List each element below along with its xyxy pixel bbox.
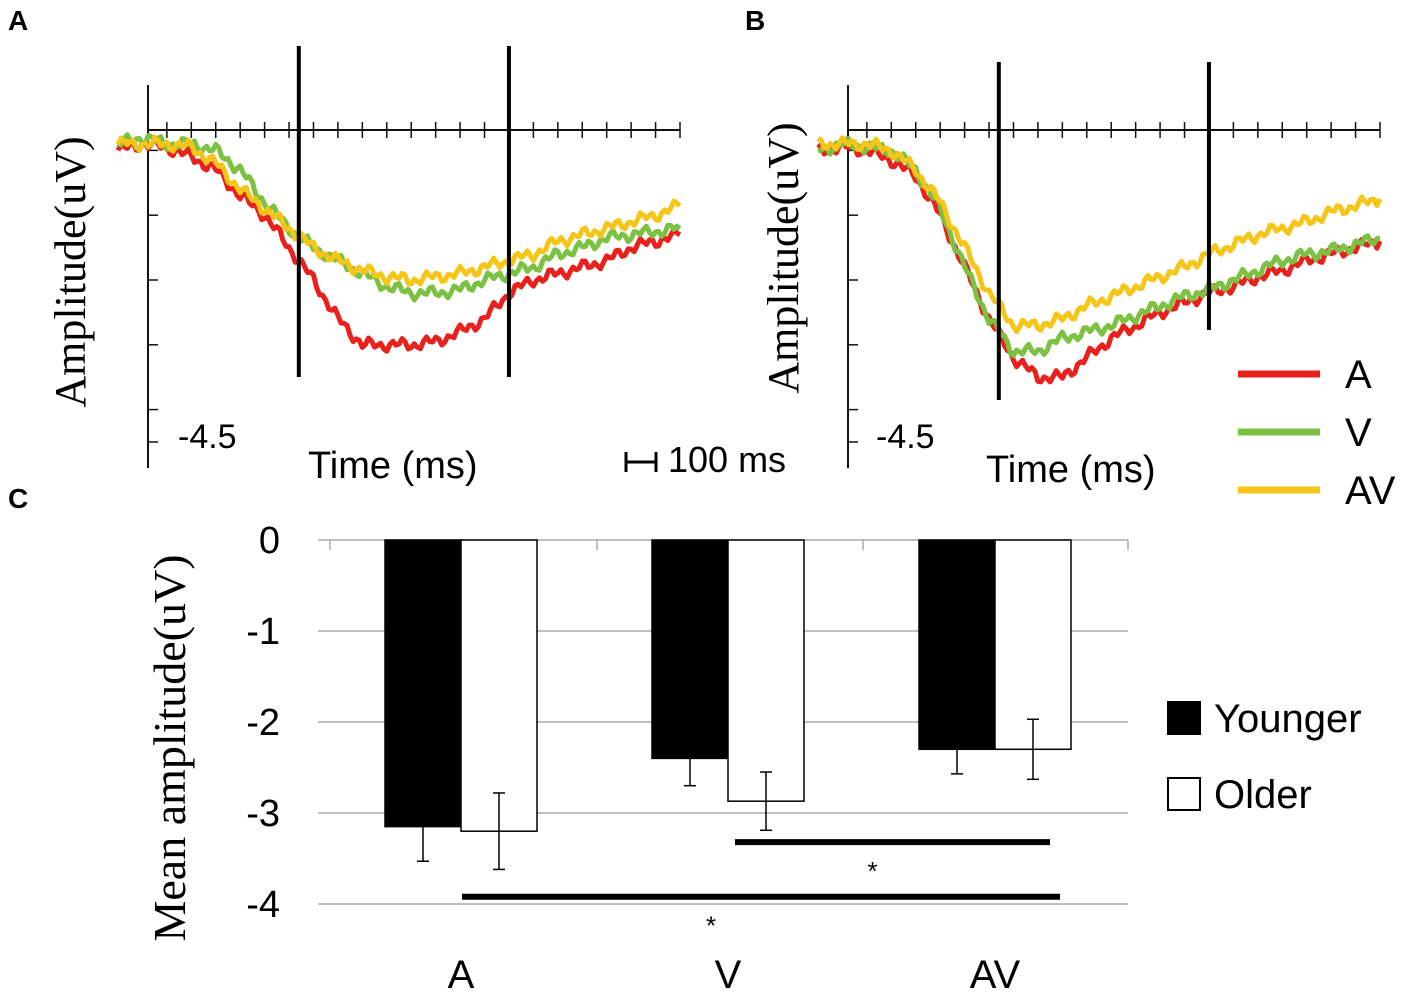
panel-b-line-av [816,135,1383,335]
panel-c-label: C [8,483,28,514]
panel-b-ylabel: Amplitude(uV) [759,122,808,393]
legend-label-older: Older [1214,773,1312,817]
bar-younger-av [918,539,996,751]
panel-a-ylabel: Amplitude(uV) [46,136,95,407]
panel-c-ylabel: Mean amplitude(uV) [144,554,195,941]
panel-b-ymin-label: -4.5 [876,418,935,456]
scale-bar: 100 ms [624,439,786,480]
legend-lines: AV AV [1238,353,1396,513]
panel-a-label: A [8,5,28,36]
panel-c-y-tick-label: -2 [246,702,280,744]
bar-younger-a [384,539,462,828]
legend-swatch-younger [1167,701,1201,735]
panel-c-y-tick-label: -1 [246,611,280,653]
category-label-a: A [448,953,475,997]
panel-a-axes [147,85,681,468]
legend-label-younger: Younger [1214,697,1362,741]
panel-a-xlabel: Time (ms) [308,445,478,487]
panel-a-erp-plot: Amplitude(uV) -4.5 Time (ms) 100 ms [46,46,786,487]
panel-a-line-a [115,136,682,354]
panel-c-legend: Younger Older [1167,697,1362,817]
panel-c-bars: A V AV [384,539,1072,997]
panel-c-y-tick-label: 0 [259,520,280,562]
panel-a-ymin-label: -4.5 [178,418,237,456]
bar-older-av [994,539,1072,751]
panel-a-line-v [116,132,682,303]
legend-label-av: AV [1345,469,1396,513]
panel-b-axes [847,85,1381,468]
panel-b-line-a [816,138,1383,385]
bar-older-v [727,539,805,802]
panel-c-significance: ** [462,839,1060,941]
legend-label-a: A [1345,353,1372,397]
bar-older-a [460,539,538,832]
category-label-av: AV [970,953,1021,997]
panel-b-markers [996,62,1211,400]
panel-b-series [816,135,1383,385]
legend-label-v: V [1345,411,1372,455]
panel-c-y-tick-label: -3 [246,793,280,835]
panel-c-y-tick-label: -4 [246,884,280,926]
panel-a-line-av [115,134,682,287]
significance-star: * [867,856,877,886]
scale-bar-label: 100 ms [668,439,786,480]
panel-a-series [115,132,682,354]
panel-b-xlabel: Time (ms) [986,449,1156,491]
panel-b-erp-plot: Amplitude(uV) -4.5 Time (ms) AV AV [759,62,1396,513]
legend-swatch-older [1167,777,1201,811]
significance-star: * [706,911,716,941]
bar-younger-v [651,539,729,760]
panel-b-label: B [745,5,765,36]
panel-a-markers [296,46,511,377]
category-label-v: V [715,953,742,997]
